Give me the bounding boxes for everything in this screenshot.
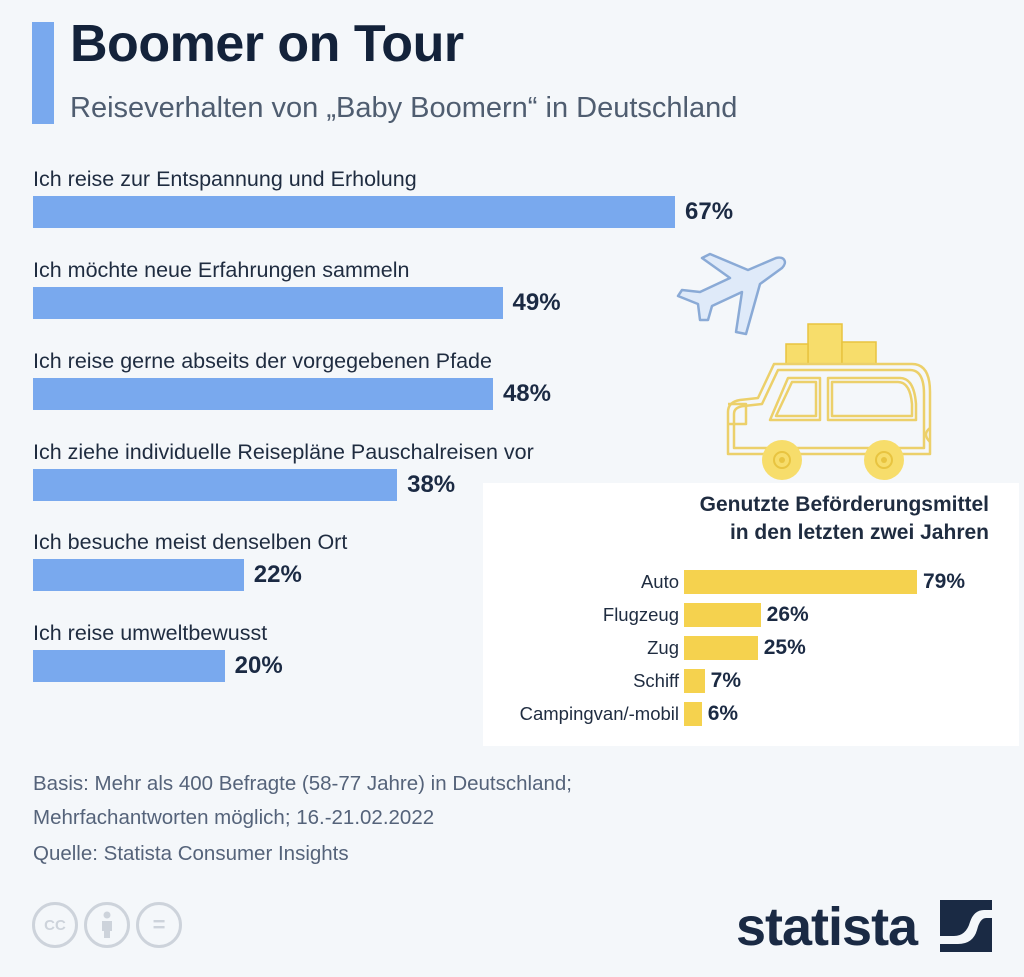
basis-note-line-1: Basis: Mehr als 400 Befragte (58-77 Jahr…	[33, 772, 572, 795]
source-note: Quelle: Statista Consumer Insights	[33, 842, 349, 865]
bar-value-label: 49%	[512, 289, 561, 316]
inset-title: Genutzte Beförderungsmittel in den letzt…	[700, 491, 989, 547]
bar-label: Ich möchte neue Erfahrungen sammeln	[33, 258, 410, 282]
license-icons[interactable]: CC =	[32, 902, 182, 948]
inset-title-line-2: in den letzten zwei Jahren	[729, 521, 989, 544]
bar-row: 38%	[33, 469, 534, 501]
bar-item: Ich reise gerne abseits der vorgegebenen…	[33, 346, 551, 410]
bar-value-label: 38%	[407, 471, 456, 498]
bar	[33, 287, 503, 319]
bar-item: Ich reise zur Entspannung und Erholung 67…	[33, 164, 733, 228]
transport-row: Schiff 7%	[483, 668, 741, 694]
transport-value-label: 7%	[710, 669, 741, 692]
transport-row: Flugzeug 26%	[483, 602, 809, 628]
transport-value-label: 6%	[707, 702, 739, 725]
bar-label: Ich reise zur Entspannung und Erholung	[33, 167, 417, 191]
transport-bar	[684, 702, 702, 726]
bar-row: 67%	[33, 196, 733, 228]
statista-logo-mark[interactable]	[940, 900, 992, 952]
bar-row: 20%	[33, 650, 283, 682]
inset-title-line-1: Genutzte Beförderungsmittel	[699, 493, 989, 516]
bar	[33, 650, 225, 682]
bar-item: Ich besuche meist denselben Ort 22%	[33, 527, 347, 591]
bar	[33, 196, 675, 228]
transport-row: Zug 25%	[483, 635, 806, 661]
bar-item: Ich ziehe individuelle Reisepläne Pausch…	[33, 437, 534, 501]
transport-label: Zug	[647, 637, 679, 658]
bar-value-label: 67%	[685, 198, 734, 225]
bar	[33, 378, 493, 410]
transport-value-label: 25%	[763, 636, 806, 659]
basis-note-line-2: Mehrfachantworten möglich; 16.-21.02.202…	[33, 806, 435, 829]
transport-label: Schiff	[633, 670, 679, 691]
bar-item: Ich möchte neue Erfahrungen sammeln 49%	[33, 255, 561, 319]
bar	[33, 559, 244, 591]
transport-row: Campingvan/-mobil 6%	[483, 701, 738, 727]
bar-value-label: 48%	[502, 380, 551, 407]
transport-bar	[684, 636, 758, 660]
statista-logo-text[interactable]: statista	[736, 897, 918, 957]
bar-label: Ich reise umweltbewusst	[33, 621, 268, 645]
transport-row: Auto 79%	[483, 569, 965, 595]
bar-label: Ich ziehe individuelle Reisepläne Pausch…	[33, 440, 534, 464]
airplane-icon	[676, 252, 787, 336]
transport-value-label: 79%	[923, 570, 966, 593]
transport-label: Auto	[640, 571, 679, 592]
transport-bar	[684, 570, 917, 594]
bar-value-label: 20%	[234, 652, 283, 679]
transport-label: Flugzeug	[602, 604, 679, 625]
bar-row: 22%	[33, 559, 347, 591]
bar-row: 49%	[33, 287, 561, 319]
attribution-icon[interactable]	[84, 902, 130, 948]
transport-label: Campingvan/-mobil	[519, 703, 679, 724]
bar-value-label: 22%	[253, 561, 302, 588]
bar	[33, 469, 398, 501]
title-accent-bar	[32, 22, 54, 124]
transport-value-label: 26%	[766, 603, 809, 626]
transport-bar	[684, 603, 761, 627]
transport-bar	[684, 669, 705, 693]
car-with-luggage-icon	[726, 323, 932, 480]
bar-label: Ich besuche meist denselben Ort	[33, 530, 348, 554]
no-derivatives-icon[interactable]: =	[136, 902, 182, 948]
page-title: Boomer on Tour	[70, 15, 464, 73]
bar-label: Ich reise gerne abseits der vorgegebenen…	[33, 349, 492, 373]
page-subtitle: Reiseverhalten von „Baby Boomern“ in Deu…	[70, 92, 738, 124]
cc-icon[interactable]: CC	[32, 902, 78, 948]
transport-inset: Genutzte Beförderungsmittel in den letzt…	[483, 483, 1019, 746]
bar-row: 48%	[33, 378, 551, 410]
bar-item: Ich reise umweltbewusst 20%	[33, 618, 283, 682]
